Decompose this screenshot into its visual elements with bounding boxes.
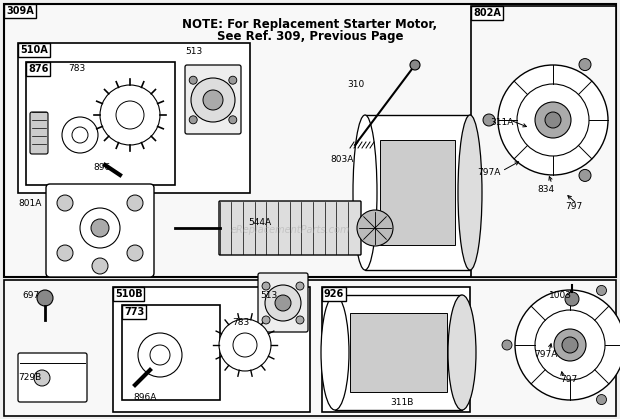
Circle shape	[127, 195, 143, 211]
Text: 311B: 311B	[390, 398, 414, 407]
Circle shape	[127, 245, 143, 261]
Circle shape	[579, 59, 591, 70]
Ellipse shape	[353, 115, 377, 270]
Bar	[18, 43, 250, 193]
Bar	[122, 305, 220, 400]
FancyBboxPatch shape	[30, 112, 48, 154]
Circle shape	[515, 290, 620, 400]
Circle shape	[502, 340, 512, 350]
Text: 729B: 729B	[18, 373, 42, 382]
Text: 783: 783	[232, 318, 249, 327]
Text: 773: 773	[124, 307, 144, 317]
Bar	[350, 313, 447, 392]
Circle shape	[410, 60, 420, 70]
Text: 697: 697	[22, 291, 39, 300]
Bar	[322, 287, 470, 412]
Circle shape	[150, 345, 170, 365]
Bar	[26, 62, 175, 185]
Text: 896: 896	[93, 163, 110, 172]
Circle shape	[579, 169, 591, 181]
Text: 311A: 311A	[490, 118, 513, 127]
Circle shape	[596, 285, 606, 295]
Ellipse shape	[458, 115, 482, 270]
Circle shape	[138, 333, 182, 377]
Text: 783: 783	[68, 64, 86, 73]
Text: 544A: 544A	[248, 218, 271, 227]
Circle shape	[517, 84, 589, 156]
Circle shape	[535, 310, 605, 380]
Circle shape	[565, 292, 579, 306]
Circle shape	[562, 337, 578, 353]
Circle shape	[296, 282, 304, 290]
Circle shape	[229, 116, 237, 124]
Text: 797: 797	[560, 375, 577, 384]
Circle shape	[116, 101, 144, 129]
Text: 834: 834	[537, 185, 554, 194]
Text: 797A: 797A	[477, 168, 500, 177]
Bar	[113, 287, 310, 412]
Circle shape	[296, 316, 304, 324]
FancyBboxPatch shape	[46, 184, 154, 277]
Circle shape	[262, 282, 270, 290]
Circle shape	[498, 65, 608, 175]
Circle shape	[265, 285, 301, 321]
Text: 876: 876	[28, 64, 48, 74]
Circle shape	[545, 112, 561, 128]
Bar	[365, 115, 470, 270]
Circle shape	[189, 76, 197, 84]
Circle shape	[57, 245, 73, 261]
Ellipse shape	[321, 295, 349, 410]
FancyBboxPatch shape	[258, 273, 308, 332]
Circle shape	[189, 116, 197, 124]
Text: 309A: 309A	[6, 6, 33, 16]
FancyBboxPatch shape	[219, 201, 361, 255]
Text: eReplacementParts.com: eReplacementParts.com	[230, 225, 350, 235]
Text: See Ref. 309, Previous Page: See Ref. 309, Previous Page	[217, 30, 403, 43]
Circle shape	[229, 76, 237, 84]
Text: 513: 513	[260, 291, 277, 300]
Circle shape	[92, 258, 108, 274]
Bar	[380, 140, 455, 245]
Bar	[335, 295, 462, 410]
Circle shape	[535, 102, 571, 138]
Circle shape	[72, 127, 88, 143]
Circle shape	[203, 90, 223, 110]
Circle shape	[62, 117, 98, 153]
Text: 896A: 896A	[133, 393, 156, 402]
Text: 1003: 1003	[549, 291, 572, 300]
Text: 797A: 797A	[534, 350, 557, 359]
Bar	[4, 280, 616, 416]
Text: 310: 310	[347, 80, 365, 89]
Ellipse shape	[448, 295, 476, 410]
Text: 801A: 801A	[18, 199, 42, 208]
Circle shape	[357, 210, 393, 246]
Circle shape	[100, 85, 160, 145]
Circle shape	[554, 329, 586, 361]
Circle shape	[191, 78, 235, 122]
Circle shape	[80, 208, 120, 248]
Circle shape	[483, 114, 495, 126]
Text: NOTE: For Replacement Starter Motor,: NOTE: For Replacement Starter Motor,	[182, 18, 438, 31]
Text: 510A: 510A	[20, 45, 48, 55]
Circle shape	[596, 395, 606, 405]
Bar	[4, 4, 616, 277]
Text: 802A: 802A	[473, 8, 501, 18]
Circle shape	[57, 195, 73, 211]
Circle shape	[34, 370, 50, 386]
Circle shape	[233, 333, 257, 357]
Text: 510B: 510B	[115, 289, 143, 299]
Text: 926: 926	[324, 289, 344, 299]
Circle shape	[219, 319, 271, 371]
FancyBboxPatch shape	[18, 353, 87, 402]
Text: 797: 797	[565, 202, 582, 211]
Bar	[471, 6, 616, 277]
Circle shape	[37, 290, 53, 306]
Text: 803A: 803A	[330, 155, 353, 164]
FancyBboxPatch shape	[185, 65, 241, 134]
Circle shape	[91, 219, 109, 237]
Text: 513: 513	[185, 47, 202, 56]
Circle shape	[262, 316, 270, 324]
Circle shape	[275, 295, 291, 311]
